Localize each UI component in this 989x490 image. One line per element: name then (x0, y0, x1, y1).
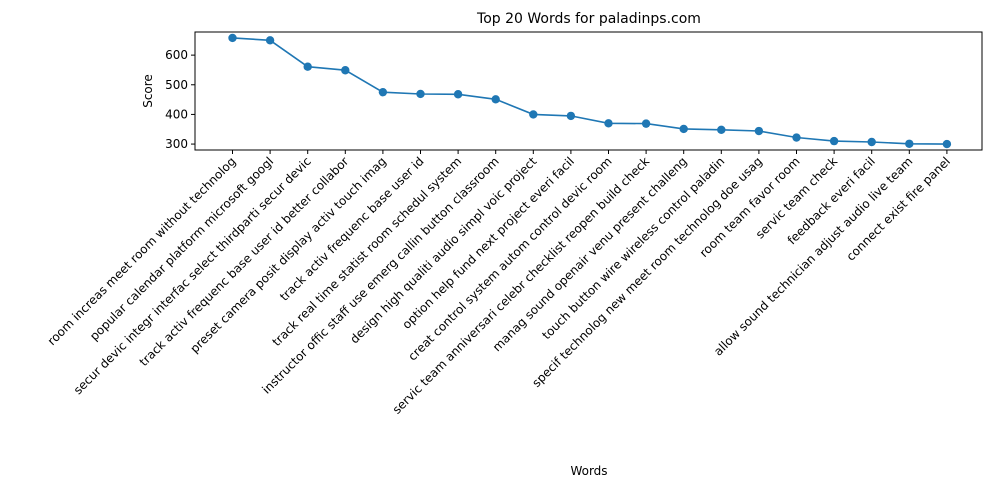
data-point (453, 90, 463, 99)
series-line (232, 37, 947, 145)
data-point (942, 139, 952, 149)
data-point (905, 139, 914, 148)
y-axis-label: Score (141, 74, 155, 108)
data-point (717, 125, 726, 135)
y-tick-label: 500 (165, 78, 188, 92)
data-point (416, 89, 425, 99)
data-point (491, 95, 500, 104)
x-axis-label: Words (570, 464, 607, 478)
y-tick-label: 400 (165, 107, 188, 121)
data-point (867, 137, 876, 147)
data-point (566, 111, 576, 121)
data-point (792, 133, 801, 142)
data-point (641, 119, 651, 128)
data-point (228, 33, 237, 43)
data-point (341, 66, 350, 75)
plot-frame (194, 31, 983, 151)
data-point (265, 36, 275, 45)
data-point (754, 126, 764, 136)
data-point (679, 124, 688, 134)
chart-title: Top 20 Words for paladinps.com (476, 11, 701, 27)
data-point (529, 110, 538, 119)
y-tick-label: 300 (165, 137, 188, 151)
data-point (303, 62, 312, 71)
data-point (604, 119, 613, 128)
data-point (829, 136, 839, 146)
data-series (228, 33, 952, 149)
y-axis: 300 400 500 600 (165, 48, 195, 151)
data-point (378, 87, 388, 97)
y-tick-label: 600 (165, 48, 188, 62)
